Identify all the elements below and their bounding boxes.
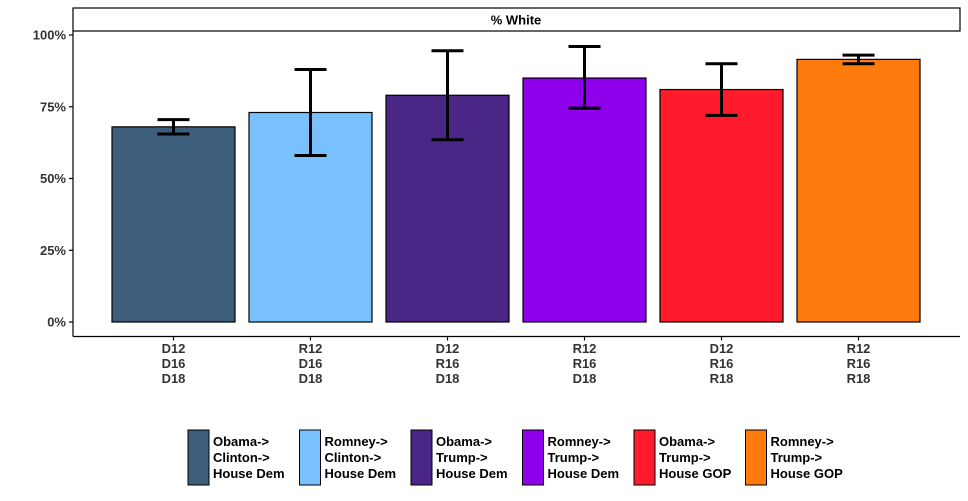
legend-swatch xyxy=(187,429,210,486)
bars xyxy=(111,58,921,323)
y-tick-label: 25% xyxy=(40,243,66,258)
chart-title: % White xyxy=(491,13,542,28)
bar xyxy=(111,126,236,323)
legend-swatch xyxy=(745,429,767,486)
y-axis: 0% 25% 50% 75% 100% xyxy=(33,28,73,330)
x-tick-label: D12 D16 D18 xyxy=(162,341,186,386)
legend-swatch xyxy=(522,429,544,486)
x-tick-label: R12 R16 R18 xyxy=(847,341,871,386)
x-tick-label: D12 R16 R18 xyxy=(710,341,734,386)
bar xyxy=(659,88,784,323)
legend-label: Obama-> Trump-> House GOP xyxy=(659,434,732,481)
x-tick-label: R12 D16 D18 xyxy=(299,341,323,386)
x-axis: D12 D16 D18 R12 D16 D18 D12 R16 D18 R12 R16 D18 D12 R… xyxy=(162,336,871,386)
error-bars xyxy=(157,44,875,158)
legend: Obama-> Clinton-> House Dem Romney-> Clinton… xyxy=(187,429,844,486)
legend-swatch xyxy=(633,429,656,486)
x-tick-label: D12 R16 D18 xyxy=(436,341,460,386)
y-tick-label: 100% xyxy=(33,28,67,43)
bar xyxy=(796,58,921,323)
legend-label: Obama-> Trump-> House Dem xyxy=(436,434,508,481)
legend-label: Romney-> Clinton-> House Dem xyxy=(325,434,397,481)
legend-label: Obama-> Clinton-> House Dem xyxy=(213,434,285,481)
legend-swatch xyxy=(410,429,433,486)
y-tick-label: 0% xyxy=(47,315,66,330)
legend-label: Romney-> Trump-> House Dem xyxy=(548,434,620,481)
x-tick-label: R12 R16 D18 xyxy=(573,341,597,386)
legend-label: Romney-> Trump-> House GOP xyxy=(771,434,844,481)
y-tick-label: 50% xyxy=(40,171,66,186)
bar xyxy=(522,77,647,323)
facet-strip xyxy=(72,7,961,32)
y-tick-label: 75% xyxy=(40,99,66,114)
legend-swatch xyxy=(299,429,321,486)
